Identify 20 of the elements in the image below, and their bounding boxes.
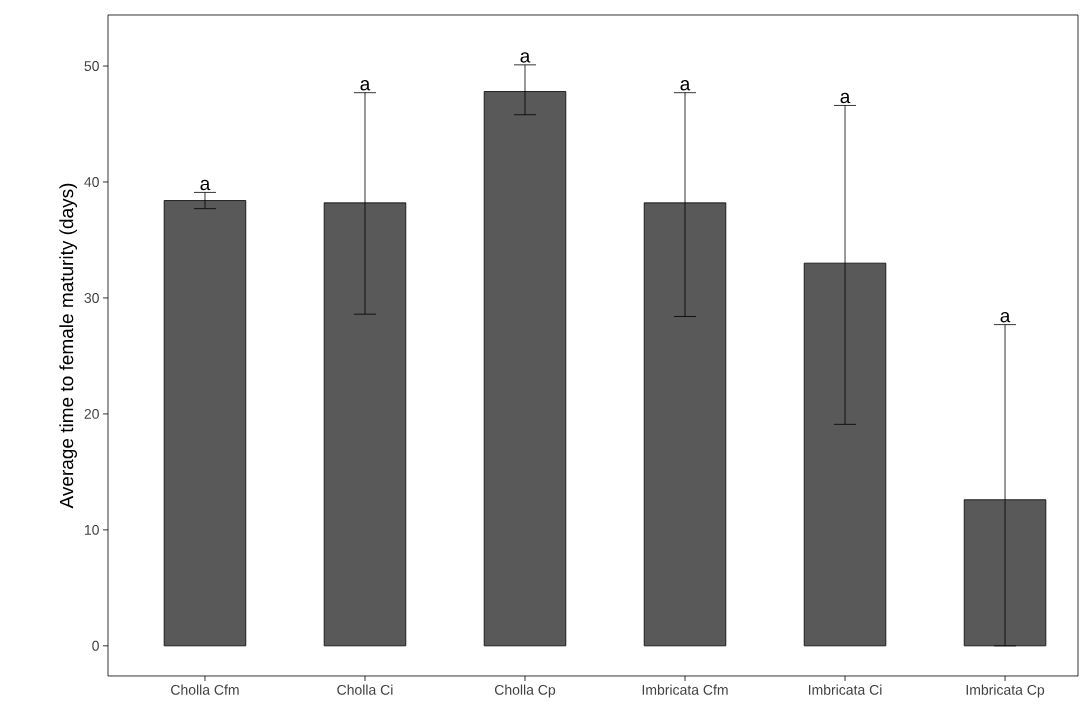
annotation: a [1000,312,1011,323]
y-tick-label: 20 [84,408,99,419]
x-tick-label: Cholla Cfm [171,684,239,695]
y-tick-label: 30 [84,292,99,303]
x-tick-label: Cholla Ci [337,684,393,695]
annotation: a [200,179,211,191]
bar [803,262,887,647]
x-tick-label: Cholla Cp [494,684,556,698]
y-tick-label: 10 [84,524,99,535]
y-tick-label: 0 [92,640,99,651]
annotation: a [360,80,371,91]
x-tick-label: Imbricata Cfm [642,684,728,695]
annotation: a [680,80,691,91]
x-tick-label: Imbricata Ci [808,684,882,695]
annotation: a [840,92,851,104]
y-axis-title: Average time to female maturity (days) [59,183,78,509]
annotation: a [520,52,531,63]
x-tick-label: Imbricata Cp [966,684,1045,698]
y-tick-label: 50 [84,61,99,71]
y-tick-label: 40 [84,177,99,187]
